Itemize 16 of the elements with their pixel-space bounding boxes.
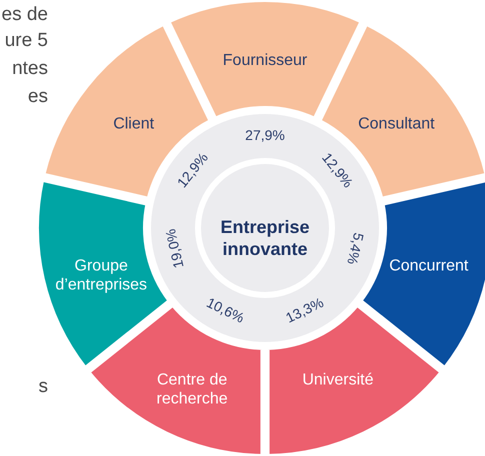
text: Entreprise innovante xyxy=(220,217,310,259)
category-label: Client xyxy=(113,115,155,132)
text: es xyxy=(28,86,48,107)
text: es de xyxy=(2,4,48,25)
text: ntes xyxy=(12,58,48,79)
text: ure 5 xyxy=(4,30,48,51)
text: s xyxy=(38,376,48,397)
category-label: Groupe d’entreprises xyxy=(55,257,148,294)
data-label: 19,0% xyxy=(162,228,187,270)
category-label: Consultant xyxy=(358,115,436,132)
category-label: Concurrent xyxy=(389,257,469,274)
data-label: 5,4% xyxy=(344,231,368,266)
category-label: Fournisseur xyxy=(222,52,308,69)
category-label: Université xyxy=(302,371,374,388)
data-label: 27,9% xyxy=(245,127,285,143)
category-label: Centre de recherche xyxy=(156,371,228,408)
